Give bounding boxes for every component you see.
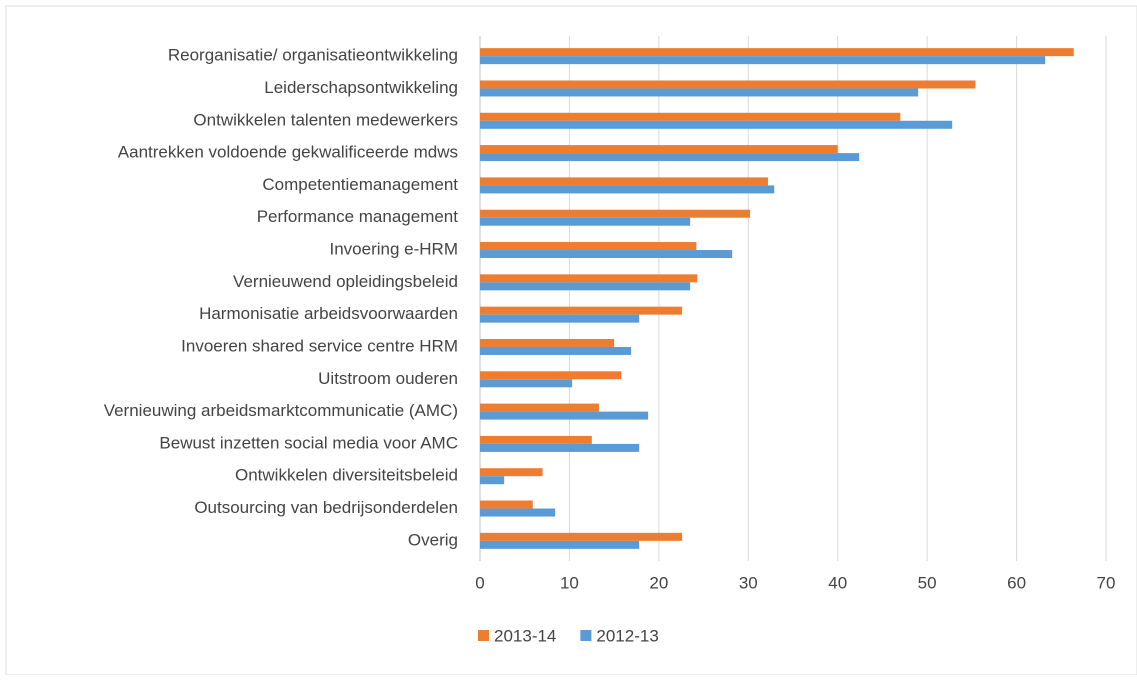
bar (480, 250, 733, 259)
y-tick-label: Leiderschapsontwikkeling (264, 78, 458, 97)
bar (480, 435, 592, 444)
bar (480, 80, 976, 89)
y-tick-label: Uitstroom ouderen (318, 369, 458, 388)
y-tick-label: Vernieuwing arbeidsmarktcommunicatie (AM… (104, 401, 458, 420)
y-tick-label: Ontwikkelen talenten medewerkers (193, 110, 458, 129)
y-tick-label: Ontwikkelen diversiteitsbeleid (235, 466, 458, 485)
y-tick-label: Reorganisatie/ organisatieontwikkeling (168, 46, 458, 65)
bar (480, 508, 556, 517)
bar (480, 379, 573, 388)
bar (480, 242, 697, 251)
x-tick-label: 60 (1007, 573, 1026, 592)
y-tick-label: Outsourcing van bedrijsonderdelen (194, 498, 458, 517)
legend-label: 2013-14 (494, 626, 556, 645)
bar (480, 209, 751, 218)
y-tick-label: Competentiemanagement (262, 175, 458, 194)
bar (480, 88, 919, 97)
y-tick-label: Invoering e-HRM (330, 240, 459, 259)
x-tick-label: 30 (739, 573, 758, 592)
bar (480, 153, 860, 162)
legend-swatch (478, 630, 489, 641)
x-tick-label: 50 (918, 573, 937, 592)
y-tick-label: Harmonisatie arbeidsvoorwaarden (199, 304, 458, 323)
x-tick-label: 70 (1097, 573, 1116, 592)
bar (480, 338, 615, 347)
legend-swatch (580, 630, 592, 641)
bar (480, 371, 622, 380)
bar (480, 476, 505, 485)
x-tick-label: 40 (828, 573, 847, 592)
bar (480, 112, 901, 121)
bar (480, 56, 1046, 65)
bar (480, 48, 1074, 57)
bar (480, 346, 632, 355)
bar (480, 145, 838, 154)
bar (480, 403, 599, 412)
bar (480, 411, 649, 420)
bar (480, 120, 953, 129)
bar (480, 282, 691, 291)
y-tick-label: Overig (408, 530, 458, 549)
bar (480, 540, 640, 549)
bar (480, 532, 683, 541)
y-tick-label: Invoeren shared service centre HRM (181, 336, 458, 355)
bar (480, 306, 683, 315)
bar (480, 468, 543, 477)
bar (480, 177, 768, 186)
bar (480, 274, 698, 283)
bar (480, 185, 775, 194)
y-tick-label: Performance management (257, 207, 459, 226)
y-tick-label: Aantrekken voldoende gekwalificeerde mdw… (118, 143, 458, 162)
x-tick-label: 0 (475, 573, 484, 592)
x-tick-label: 10 (560, 573, 579, 592)
bar (480, 443, 640, 452)
y-tick-label: Bewust inzetten social media voor AMC (159, 433, 458, 452)
bar (480, 314, 640, 323)
x-tick-label: 20 (649, 573, 668, 592)
bar (480, 217, 691, 226)
y-tick-label: Vernieuwend opleidingsbeleid (233, 272, 458, 291)
bar (480, 500, 533, 509)
legend-label: 2012-13 (596, 626, 658, 645)
